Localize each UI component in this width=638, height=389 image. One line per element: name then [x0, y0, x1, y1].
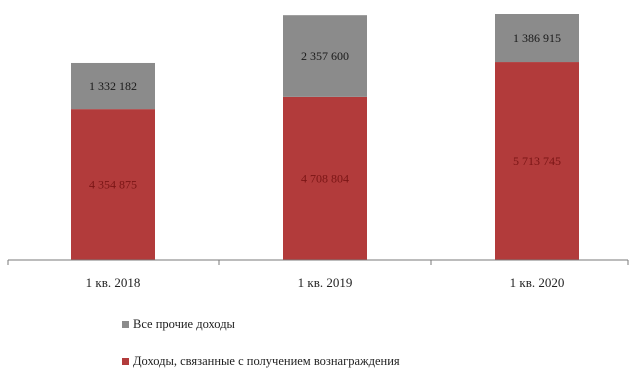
legend-swatch-other-income — [122, 320, 129, 328]
legend-swatch-reward-income — [122, 357, 129, 365]
data-label-reward-income-2: 5 713 745 — [513, 154, 561, 168]
legend-label-other-income: Все прочие доходы — [133, 316, 235, 331]
legend-item-other-income: Все прочие доходы — [122, 315, 522, 333]
legend: Все прочие доходы Доходы, связанные с по… — [122, 315, 522, 389]
data-label-other-income-1: 2 357 600 — [301, 49, 349, 63]
bar-segment-reward-income-2 — [495, 62, 579, 260]
data-label-other-income-0: 1 332 182 — [89, 79, 137, 93]
x-axis-ticks — [7, 260, 629, 265]
legend-label-reward-income: Доходы, связанные с получением вознаграж… — [133, 353, 400, 368]
data-labels-group: 4 354 875 1 332 182 4 708 804 2 357 600 5 71… — [89, 31, 561, 192]
bar-segment-other-income-2 — [495, 14, 579, 63]
bars-group — [71, 14, 579, 261]
stacked-bar-chart: 4 354 875 1 332 182 4 708 804 2 357 600 5 71… — [7, 14, 629, 290]
data-label-other-income-2: 1 386 915 — [513, 31, 561, 45]
x-tick-label-0: 1 кв. 2018 — [86, 275, 141, 290]
data-label-reward-income-0: 4 354 875 — [89, 178, 137, 192]
bar-segment-other-income-0 — [71, 62, 155, 110]
x-axis-tick-labels: 1 кв. 2018 1 кв. 2019 1 кв. 2020 — [86, 275, 565, 290]
bar-segment-other-income-1 — [283, 15, 367, 97]
bar-segment-reward-income-0 — [71, 109, 155, 261]
data-label-reward-income-1: 4 708 804 — [301, 171, 349, 185]
x-tick-label-2: 1 кв. 2020 — [510, 275, 565, 290]
legend-item-reward-income: Доходы, связанные с получением вознаграж… — [122, 352, 522, 370]
bar-segment-reward-income-1 — [283, 96, 367, 260]
x-tick-label-1: 1 кв. 2019 — [298, 275, 353, 290]
